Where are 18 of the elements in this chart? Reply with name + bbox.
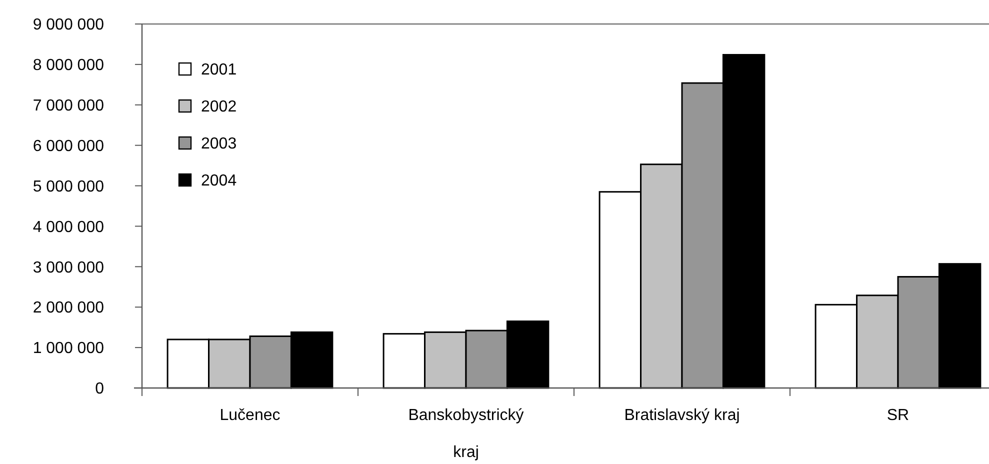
y-tick-label: 0 xyxy=(95,380,104,398)
y-tick-label: 4 000 000 xyxy=(32,218,104,236)
x-tick-label: Bratislavský kraj xyxy=(624,407,740,424)
x-tick-label: Lučenec xyxy=(220,407,280,424)
y-tick-label: 3 000 000 xyxy=(32,259,104,276)
legend-label: 2004 xyxy=(201,172,237,190)
y-tick-label: 7 000 000 xyxy=(32,97,104,114)
legend-label: 2003 xyxy=(201,136,237,153)
category-label: Banskobystrický kraj xyxy=(408,407,524,461)
y-tick-label: 6 000 000 xyxy=(32,138,104,155)
y-tick-label: 9 000 000 xyxy=(32,16,104,34)
legend-label: 2002 xyxy=(201,98,237,116)
y-tick-label: 5 000 000 xyxy=(32,178,104,196)
legend-label: 2001 xyxy=(201,62,237,79)
y-tick-label: 2 000 000 xyxy=(32,300,104,317)
y-tick-label: 1 000 000 xyxy=(32,340,104,358)
y-tick-label: 8 000 000 xyxy=(32,57,104,74)
x-tick-label: SR xyxy=(886,407,910,424)
